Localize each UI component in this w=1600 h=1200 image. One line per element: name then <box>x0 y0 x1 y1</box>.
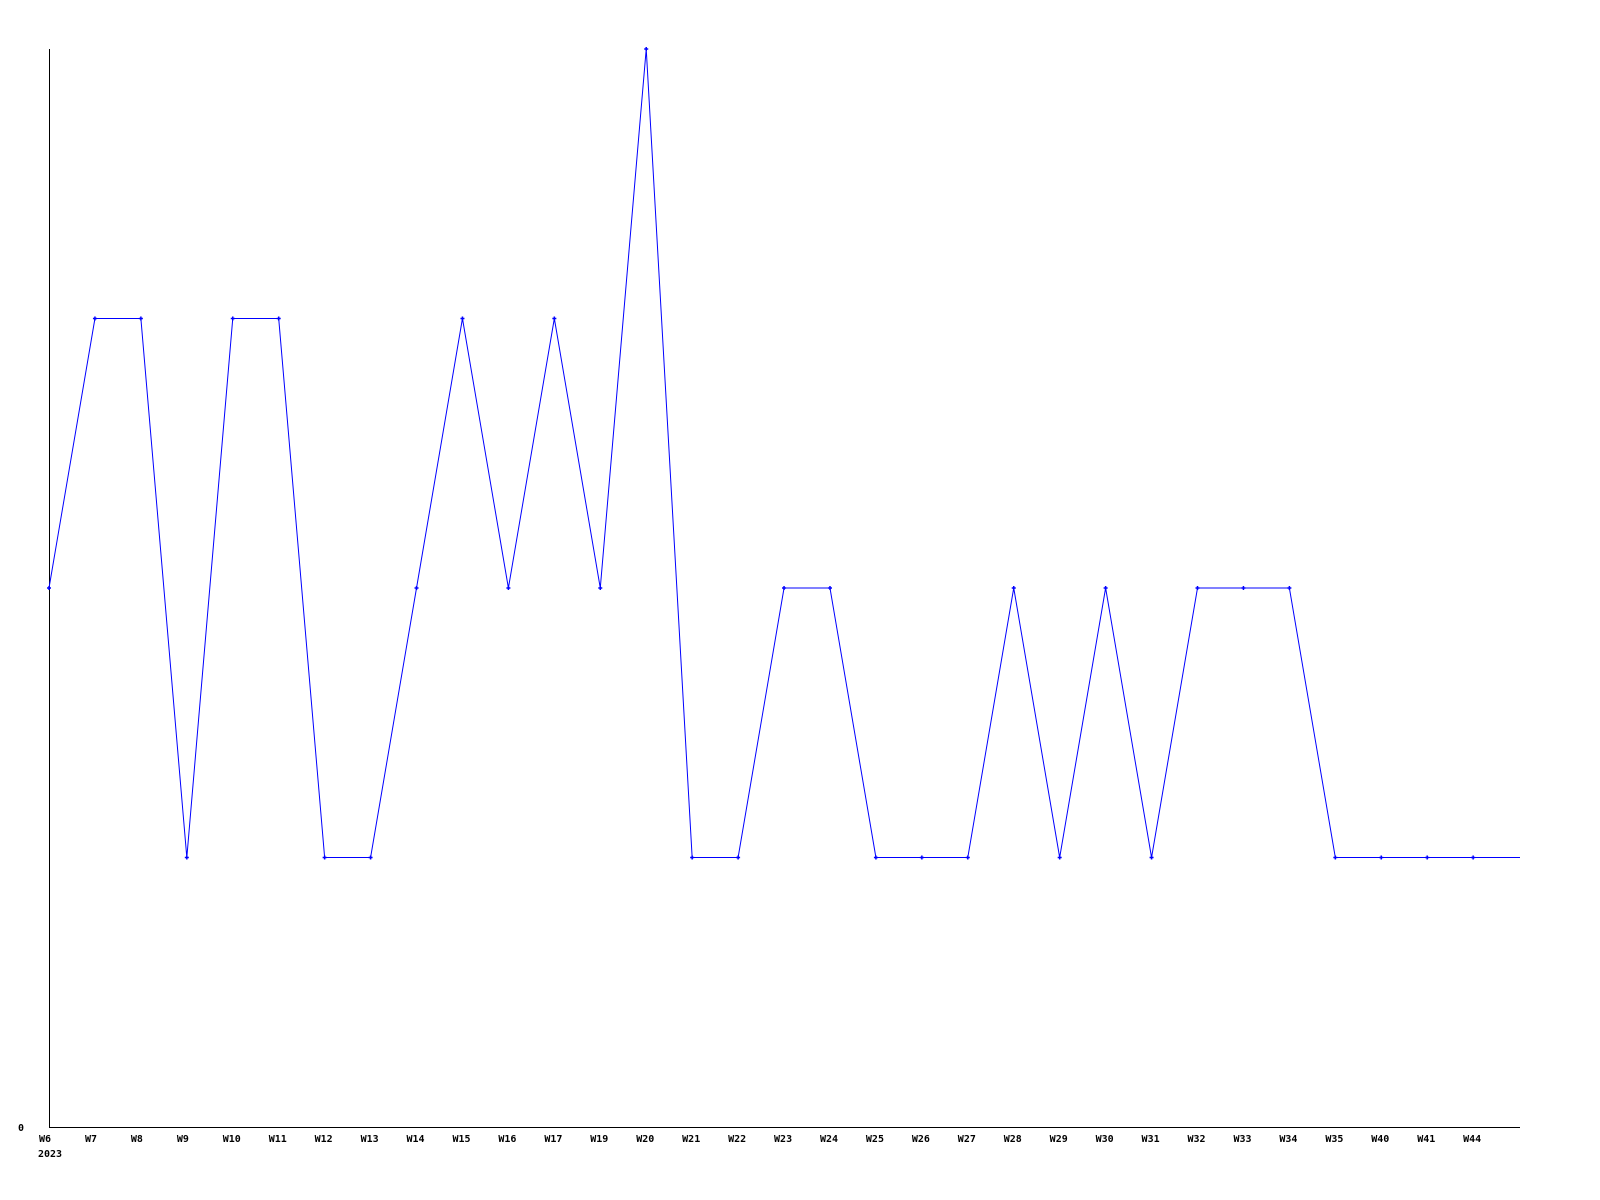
data-point <box>1425 855 1430 860</box>
x-tick-label: W23 <box>774 1134 792 1145</box>
data-point <box>736 855 741 860</box>
x-tick-label: W32 <box>1188 1134 1206 1145</box>
data-point <box>138 316 143 321</box>
data-point <box>1241 586 1246 590</box>
data-point <box>919 855 924 860</box>
x-tick-label: W35 <box>1325 1134 1343 1145</box>
x-tick-label: W20 <box>636 1134 654 1145</box>
x-tick-label: W16 <box>498 1134 516 1145</box>
x-tick-label: W13 <box>361 1134 379 1145</box>
x-tick-label: W26 <box>912 1134 930 1145</box>
x-tick-label: W6 <box>39 1134 51 1145</box>
data-point <box>230 316 235 321</box>
x-tick-label: W21 <box>682 1134 700 1145</box>
data-point <box>92 316 97 321</box>
x-tick-label: W31 <box>1142 1134 1160 1145</box>
x-tick-label: W27 <box>958 1134 976 1145</box>
data-point <box>368 855 373 860</box>
x-tick-label: W29 <box>1050 1134 1068 1145</box>
data-point <box>184 855 189 860</box>
x-tick-label: W22 <box>728 1134 746 1145</box>
data-point <box>598 586 603 590</box>
x-tick-label: W9 <box>177 1134 189 1145</box>
x-tick-label: W28 <box>1004 1134 1022 1145</box>
x-tick-label: W7 <box>85 1134 97 1145</box>
data-point <box>1149 855 1154 860</box>
data-point <box>827 586 832 590</box>
series-line <box>48 48 1520 858</box>
x-tick-label: W19 <box>590 1134 608 1145</box>
x-tick-label: W14 <box>407 1134 425 1145</box>
data-point <box>965 855 970 860</box>
data-point <box>1333 855 1338 860</box>
data-point <box>506 586 511 590</box>
x-year-label: 2023 <box>38 1149 62 1160</box>
data-point <box>1195 586 1200 590</box>
x-tick-label: W15 <box>452 1134 470 1145</box>
data-point <box>1011 586 1016 590</box>
x-tick-label: W33 <box>1233 1134 1251 1145</box>
x-tick-label: W44 <box>1463 1134 1481 1145</box>
data-point <box>460 316 465 321</box>
x-tick-label: W30 <box>1096 1134 1114 1145</box>
x-tick-label: W34 <box>1279 1134 1297 1145</box>
data-point <box>552 316 557 321</box>
data-point <box>782 586 787 590</box>
x-tick-label: W11 <box>269 1134 287 1145</box>
data-point <box>690 855 695 860</box>
x-tick-label: W10 <box>223 1134 241 1145</box>
data-point <box>873 855 878 860</box>
data-point <box>1471 855 1476 860</box>
y-tick-label: 0 <box>18 1123 24 1134</box>
data-point <box>47 586 51 590</box>
data-point <box>644 47 649 51</box>
x-tick-label: W25 <box>866 1134 884 1145</box>
x-tick-label: W41 <box>1417 1134 1435 1145</box>
data-point <box>1379 855 1384 860</box>
data-point <box>322 855 327 860</box>
data-point <box>1287 586 1292 590</box>
x-tick-label: W12 <box>315 1134 333 1145</box>
x-tick-label: W8 <box>131 1134 143 1145</box>
data-point <box>1103 586 1108 590</box>
data-point <box>276 316 281 321</box>
x-tick-label: W24 <box>820 1134 838 1145</box>
data-point <box>414 586 419 590</box>
data-point <box>1057 855 1062 860</box>
x-tick-label: W40 <box>1371 1134 1389 1145</box>
x-tick-label: W17 <box>544 1134 562 1145</box>
